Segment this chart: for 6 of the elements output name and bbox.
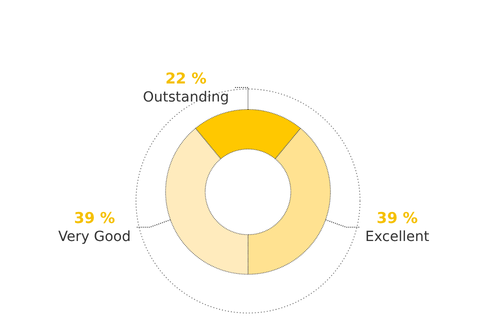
data-label: 22 % <box>165 69 206 88</box>
slice-label: Excellent <box>365 229 430 246</box>
slice-label: Very Good <box>58 229 131 246</box>
data-label: 39 % <box>376 209 418 228</box>
slice-label: Outstanding <box>142 89 229 106</box>
data-label: 39 % <box>74 209 116 228</box>
